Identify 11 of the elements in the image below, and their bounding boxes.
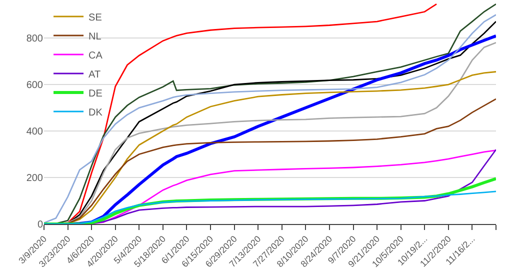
legend-label: NL xyxy=(88,31,102,42)
legend-label: DE xyxy=(88,88,103,100)
y-tick-label: 800 xyxy=(26,34,44,45)
legend-label: CA xyxy=(88,50,103,62)
legend-label: DK xyxy=(88,107,103,118)
y-tick-label: 200 xyxy=(26,173,44,184)
y-tick-label: 0 xyxy=(37,220,44,230)
y-tick-label: 400 xyxy=(26,126,44,138)
y-tick-label: 600 xyxy=(26,80,44,92)
legend-label: SE xyxy=(88,12,102,24)
legend-label: AT xyxy=(88,69,101,80)
